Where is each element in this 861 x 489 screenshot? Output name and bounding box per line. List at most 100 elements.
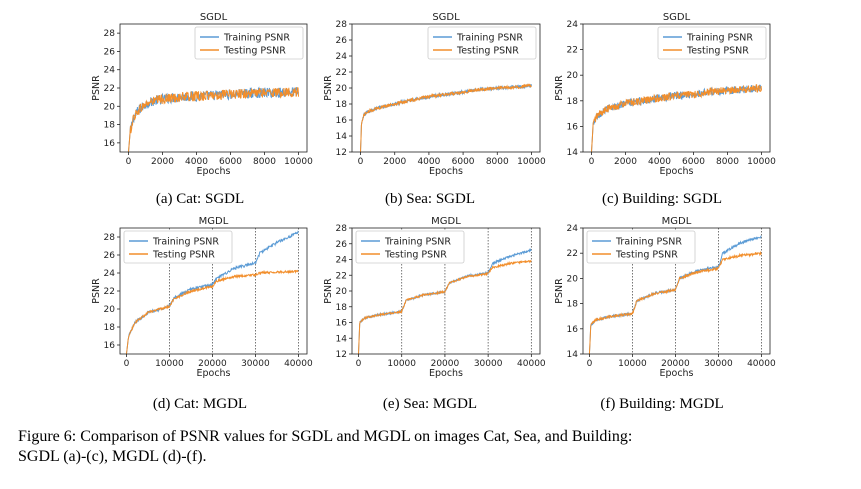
legend-label-b-0: Training PSNR: [456, 33, 523, 44]
x-tick-label-a-1: 2000: [151, 157, 174, 167]
y-tick-label-e-5: 22: [336, 271, 347, 281]
x-axis-label-c: Epochs: [659, 166, 693, 177]
legend-label-d-1: Testing PSNR: [152, 250, 215, 261]
y-tick-label-c-1: 16: [567, 122, 579, 132]
x-axis-label-d: Epochs: [196, 368, 230, 379]
subcaption-a: (a) Cat: SGDL: [156, 191, 244, 207]
series-line-a-testing: [128, 87, 299, 152]
x-tick-label-e-4: 40000: [517, 359, 546, 369]
x-tick-label-d-1: 10000: [155, 359, 184, 369]
x-tick-label-d-3: 30000: [241, 359, 270, 369]
chart-panel-f: MGDL 0 10000 20000 30000 40000 14 16 18 20 22 24 Epo…: [554, 216, 776, 412]
chart-panel-c: SGDL 0 2000 4000 6000 8000 10000 14 16 18 20 22 24 Ep…: [554, 12, 776, 207]
y-axis-label-c: PSNR: [554, 75, 565, 101]
x-tick-label-c-4: 8000: [716, 157, 739, 167]
y-tick-label-e-1: 14: [336, 334, 348, 344]
legend-label-c-1: Testing PSNR: [686, 46, 749, 57]
x-tick-label-a-2: 4000: [185, 157, 208, 167]
y-tick-label-c-5: 24: [567, 20, 579, 30]
legend-box-a: [194, 26, 304, 60]
y-tick-label-d-2: 20: [104, 305, 116, 315]
y-tick-label-d-3: 22: [104, 287, 115, 297]
y-tick-label-e-4: 20: [336, 287, 348, 297]
y-tick-label-d-4: 24: [104, 269, 116, 279]
x-tick-label-e-0: 0: [356, 359, 362, 369]
figure-caption-line-2: SGDL (a)-(c), MGDL (d)-(f).: [18, 448, 207, 465]
chart-title-f: MGDL: [662, 216, 692, 227]
x-tick-label-a-4: 8000: [253, 157, 276, 167]
subcaption-d: (d) Cat: MGDL: [153, 396, 247, 412]
series-line-b-testing: [360, 83, 532, 152]
x-tick-label-f-1: 10000: [618, 359, 647, 369]
figure-caption-line-1: Figure 6: Comparison of PSNR values for …: [18, 428, 632, 445]
y-tick-label-b-2: 16: [336, 116, 348, 126]
series-line-c-testing: [591, 84, 762, 152]
y-tick-label-f-0: 14: [567, 350, 579, 360]
x-tick-label-f-3: 30000: [704, 359, 733, 369]
y-tick-label-a-0: 16: [104, 139, 116, 149]
y-tick-label-e-2: 16: [336, 319, 348, 329]
x-axis-label-a: Epochs: [196, 166, 230, 177]
legend-label-d-0: Training PSNR: [152, 237, 219, 248]
y-tick-label-f-3: 20: [567, 274, 579, 284]
y-tick-label-d-1: 18: [104, 323, 116, 333]
y-axis-label-e: PSNR: [323, 278, 334, 304]
y-tick-label-c-3: 20: [567, 71, 579, 81]
y-tick-label-f-2: 18: [567, 300, 579, 310]
y-tick-label-c-4: 22: [567, 46, 578, 56]
legend-box-e: [355, 230, 465, 264]
legend-label-a-0: Training PSNR: [223, 33, 290, 44]
y-tick-label-b-1: 14: [336, 132, 348, 142]
x-tick-label-c-1: 2000: [614, 157, 637, 167]
x-tick-label-d-4: 40000: [284, 359, 313, 369]
x-tick-label-e-1: 10000: [387, 359, 416, 369]
y-axis-label-f: PSNR: [554, 278, 565, 304]
y-tick-label-f-5: 24: [567, 224, 579, 234]
y-axis-label-b: PSNR: [323, 75, 334, 101]
legend-label-c-0: Training PSNR: [686, 33, 753, 44]
x-tick-label-b-4: 8000: [486, 157, 509, 167]
x-tick-label-a-0: 0: [126, 157, 132, 167]
legend-label-f-0: Training PSNR: [615, 237, 682, 248]
x-tick-label-b-0: 0: [358, 157, 364, 167]
x-tick-label-c-0: 0: [589, 157, 595, 167]
legend-label-e-0: Training PSNR: [384, 237, 451, 248]
y-tick-label-a-6: 28: [104, 29, 116, 39]
y-tick-label-a-1: 18: [104, 121, 116, 131]
chart-title-e: MGDL: [431, 216, 461, 227]
legend-box-f: [586, 230, 696, 264]
legend-label-a-1: Testing PSNR: [223, 46, 286, 57]
y-tick-label-a-4: 24: [104, 66, 116, 76]
chart-panel-b: SGDL 0 2000 4000 6000 8000 10000 12 14 16 18 20 22 24…: [323, 12, 546, 207]
y-tick-label-e-0: 12: [336, 350, 347, 360]
y-tick-label-b-8: 28: [336, 20, 348, 30]
y-tick-label-b-3: 18: [336, 100, 348, 110]
y-tick-label-c-2: 18: [567, 97, 579, 107]
subcaption-b: (b) Sea: SGDL: [385, 191, 475, 207]
x-tick-label-a-5: 10000: [284, 157, 313, 167]
y-tick-label-e-6: 24: [336, 256, 348, 266]
legend-label-b-1: Testing PSNR: [456, 46, 519, 57]
chart-title-b: SGDL: [432, 12, 460, 23]
y-tick-label-f-4: 22: [567, 249, 578, 259]
x-tick-label-b-5: 10000: [517, 157, 546, 167]
chart-panel-e: MGDL 0 10000 20000 30000 40000 12 14 16 18 20 22 24 2…: [323, 216, 546, 412]
x-tick-label-e-3: 30000: [474, 359, 503, 369]
y-tick-label-d-0: 16: [104, 341, 116, 351]
subcaption-c: (c) Building: SGDL: [602, 191, 722, 207]
x-tick-label-f-2: 20000: [661, 359, 690, 369]
legend-box-c: [657, 26, 767, 60]
legend-box-d: [123, 230, 233, 264]
chart-title-d: MGDL: [199, 216, 229, 227]
y-tick-label-b-0: 12: [336, 148, 347, 158]
series-line-d-testing: [125, 269, 299, 354]
x-tick-label-f-4: 40000: [747, 359, 776, 369]
x-tick-label-d-0: 0: [124, 359, 130, 369]
chart-title-c: SGDL: [663, 12, 691, 23]
y-tick-label-a-5: 26: [104, 47, 116, 57]
x-tick-label-a-3: 6000: [219, 157, 242, 167]
y-tick-label-b-7: 26: [336, 36, 348, 46]
subcaption-f: (f) Building: MGDL: [600, 396, 723, 412]
y-tick-label-e-8: 28: [336, 224, 348, 234]
